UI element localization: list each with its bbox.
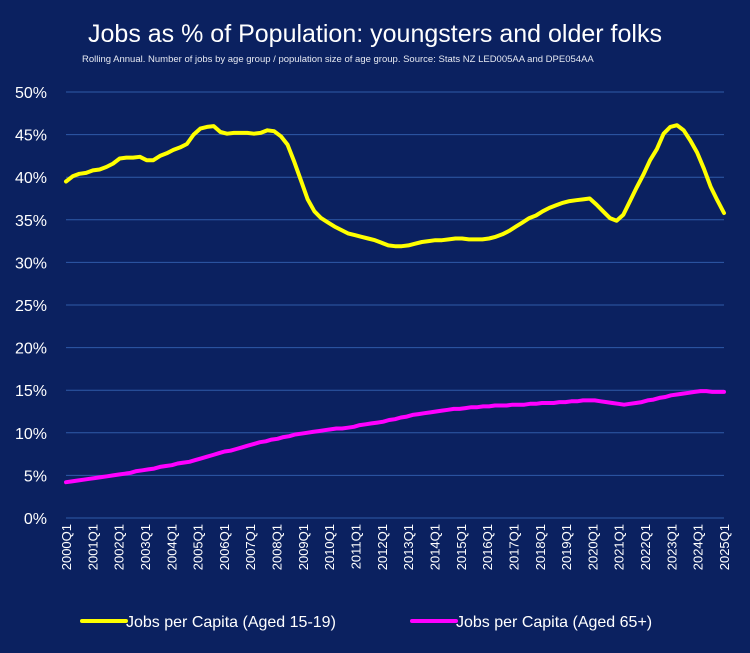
x-tick-label: 2005Q1 — [191, 524, 206, 570]
gridlines — [66, 91, 724, 519]
x-tick-label: 2007Q1 — [243, 524, 258, 570]
x-tick-label: 2011Q1 — [349, 524, 364, 569]
y-axis-ticks: 0% 5% 10% 15% 20% 25% 30% 35% 40% 45% 50% — [15, 85, 47, 528]
x-tick-label: 2025Q1 — [717, 524, 732, 570]
legend-label: Jobs per Capita (Aged 15-19) — [126, 614, 336, 631]
x-axis-ticks: 2000Q1 2001Q1 2002Q1 2003Q1 2004Q1 2005Q1 2006… — [59, 524, 732, 570]
x-tick-label: 2021Q1 — [612, 524, 627, 570]
legend: Jobs per Capita (Aged 15-19) Jobs per Cap… — [80, 614, 652, 631]
x-tick-label: 2012Q1 — [375, 524, 390, 570]
x-tick-label: 2019Q1 — [559, 524, 574, 570]
x-tick-label: 2008Q1 — [270, 524, 285, 570]
x-tick-label: 2004Q1 — [164, 524, 179, 570]
y-tick-label: 15% — [15, 383, 47, 400]
x-tick-label: 2013Q1 — [401, 524, 416, 570]
chart-subtitle: Rolling Annual. Number of jobs by age gr… — [82, 54, 594, 65]
y-tick-label: 45% — [15, 128, 47, 145]
chart-title: Jobs as % of Population: youngsters and … — [88, 20, 662, 48]
y-tick-label: 50% — [15, 85, 47, 102]
x-tick-label: 2020Q1 — [585, 524, 600, 570]
x-tick-label: 2000Q1 — [59, 524, 74, 570]
y-tick-label: 20% — [15, 341, 47, 358]
y-tick-label: 40% — [15, 170, 47, 187]
x-tick-label: 2016Q1 — [480, 524, 495, 570]
x-tick-label: 2009Q1 — [296, 524, 311, 570]
x-tick-label: 2018Q1 — [533, 524, 548, 570]
x-tick-label: 2022Q1 — [638, 524, 653, 570]
y-tick-label: 0% — [24, 511, 47, 528]
y-tick-label: 10% — [15, 426, 47, 443]
x-tick-label: 2023Q1 — [664, 524, 679, 570]
x-tick-label: 2002Q1 — [112, 524, 127, 570]
series-line-aged-65-plus — [64, 389, 726, 485]
x-tick-label: 2014Q1 — [427, 524, 442, 570]
legend-label: Jobs per Capita (Aged 65+) — [456, 614, 652, 631]
x-tick-label: 2024Q1 — [691, 524, 706, 570]
x-tick-label: 2001Q1 — [85, 524, 100, 570]
y-tick-label: 30% — [15, 255, 47, 272]
x-tick-label: 2010Q1 — [322, 524, 337, 570]
y-tick-label: 35% — [15, 213, 47, 230]
y-tick-label: 5% — [24, 468, 47, 485]
x-tick-label: 2003Q1 — [138, 524, 153, 570]
x-tick-label: 2017Q1 — [506, 524, 521, 570]
series-line-aged-15-19 — [64, 123, 726, 249]
series-lines — [64, 123, 726, 485]
x-tick-label: 2015Q1 — [454, 524, 469, 570]
y-tick-label: 25% — [15, 298, 47, 315]
x-tick-label: 2006Q1 — [217, 524, 232, 570]
